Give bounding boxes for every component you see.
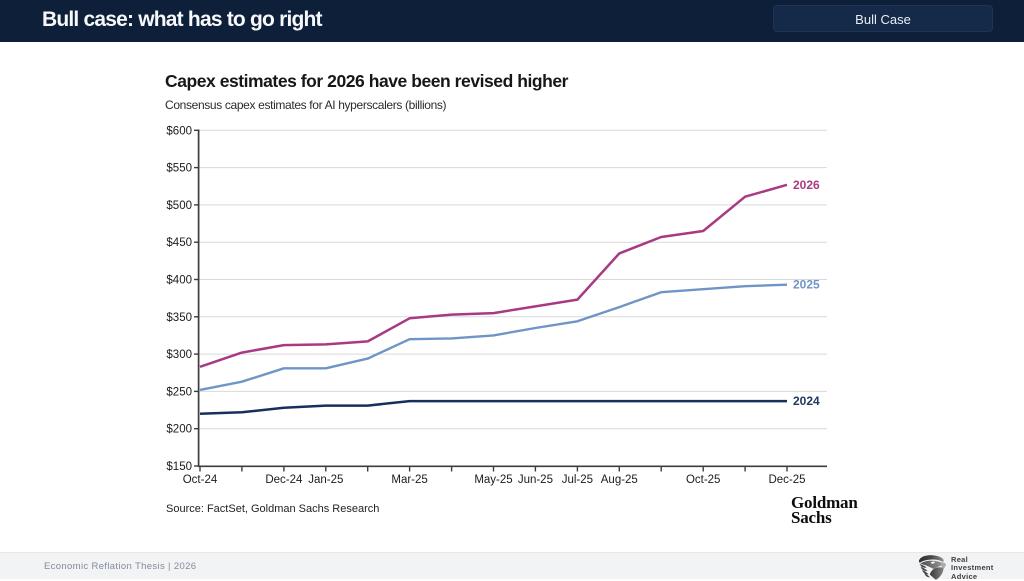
svg-text:Dec-24: Dec-24	[265, 474, 303, 486]
svg-text:$500: $500	[166, 200, 192, 212]
svg-text:Aug-25: Aug-25	[601, 474, 638, 486]
svg-text:2026: 2026	[793, 178, 820, 192]
svg-text:Oct-25: Oct-25	[686, 474, 721, 486]
svg-text:$450: $450	[166, 237, 192, 249]
svg-text:Dec-25: Dec-25	[768, 474, 805, 486]
svg-text:Jul-25: Jul-25	[562, 474, 593, 486]
svg-text:Oct-24: Oct-24	[183, 474, 218, 486]
svg-text:$600: $600	[166, 125, 192, 137]
svg-text:Jun-25: Jun-25	[518, 474, 553, 486]
svg-text:$350: $350	[166, 312, 192, 324]
svg-text:May-25: May-25	[474, 474, 512, 486]
svg-text:2025: 2025	[793, 278, 820, 292]
svg-text:2024: 2024	[793, 394, 820, 408]
svg-text:$300: $300	[166, 349, 192, 361]
svg-text:$150: $150	[166, 461, 192, 473]
svg-text:Mar-25: Mar-25	[391, 474, 427, 486]
svg-text:$400: $400	[166, 275, 192, 287]
svg-text:Jan-25: Jan-25	[308, 474, 343, 486]
svg-text:$550: $550	[166, 163, 192, 175]
svg-text:$250: $250	[166, 386, 192, 398]
svg-text:$200: $200	[166, 424, 192, 436]
